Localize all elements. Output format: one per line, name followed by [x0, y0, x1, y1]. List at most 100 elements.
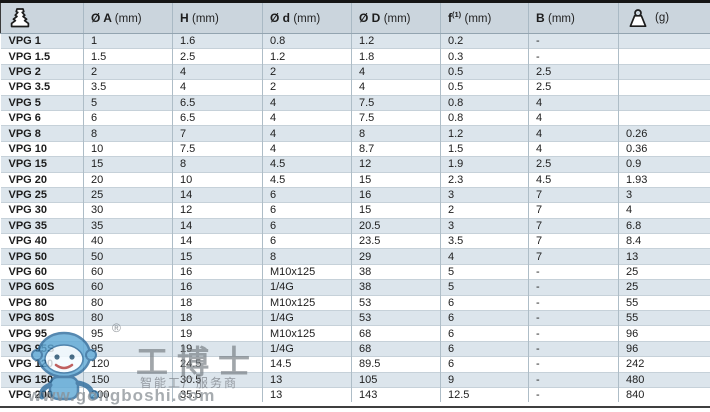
value-cell: - — [529, 34, 619, 49]
value-cell — [619, 95, 710, 110]
value-cell: 68 — [352, 326, 441, 341]
model-cell: VPG 8 — [1, 126, 84, 141]
value-cell: 15 — [352, 203, 441, 218]
value-cell: 6 — [441, 311, 529, 326]
value-cell: 4 — [619, 203, 710, 218]
value-cell: 1.5 — [441, 141, 529, 156]
value-cell: 8.7 — [352, 141, 441, 156]
model-cell: VPG 60S — [1, 280, 84, 295]
value-cell: 6 — [263, 218, 352, 233]
value-cell — [619, 64, 710, 79]
value-cell: 96 — [619, 341, 710, 356]
column-unit: (mm) — [192, 13, 219, 25]
value-cell — [619, 49, 710, 64]
vpg-spec-table: Ø A (mm) H (mm) Ø d (mm) Ø D (mm) f(1) (… — [0, 3, 710, 402]
value-cell: 480 — [619, 372, 710, 387]
column-header-weight: (g) — [619, 3, 710, 34]
value-cell: 80 — [84, 295, 173, 310]
model-cell: VPG 15 — [1, 157, 84, 172]
value-cell: 4 — [352, 64, 441, 79]
value-cell: 15 — [173, 249, 263, 264]
value-cell: 7 — [529, 218, 619, 233]
value-cell: 840 — [619, 387, 710, 402]
value-cell: 3 — [441, 187, 529, 202]
value-cell: 80 — [84, 311, 173, 326]
value-cell: 8 — [263, 249, 352, 264]
column-symbol: Ø A — [91, 11, 111, 25]
column-unit: (mm) — [465, 13, 492, 25]
value-cell: 4 — [173, 64, 263, 79]
model-cell: VPG 50 — [1, 249, 84, 264]
value-cell: 10 — [173, 172, 263, 187]
value-cell: 6 — [84, 110, 173, 125]
value-cell: 0.9 — [619, 157, 710, 172]
value-cell: 143 — [352, 387, 441, 402]
value-cell: 19 — [173, 326, 263, 341]
value-cell: 242 — [619, 357, 710, 372]
value-cell: - — [529, 341, 619, 356]
column-header-diameter-d-small: Ø d (mm) — [263, 3, 352, 34]
value-cell: 8 — [173, 157, 263, 172]
value-cell: 7.5 — [173, 141, 263, 156]
value-cell: - — [529, 311, 619, 326]
value-cell: 14 — [173, 187, 263, 202]
value-cell: 12 — [352, 157, 441, 172]
value-cell: 0.5 — [441, 64, 529, 79]
value-cell: 14 — [173, 234, 263, 249]
weight-icon — [626, 9, 650, 28]
model-cell: VPG 35 — [1, 218, 84, 233]
value-cell: 4 — [441, 249, 529, 264]
model-cell: VPG 200 — [1, 387, 84, 402]
value-cell: 13 — [263, 387, 352, 402]
value-cell: 53 — [352, 311, 441, 326]
model-cell: VPG 120 — [1, 357, 84, 372]
value-cell: 0.8 — [441, 95, 529, 110]
model-cell: VPG 10 — [1, 141, 84, 156]
value-cell: 4.5 — [263, 157, 352, 172]
value-cell: 13 — [619, 249, 710, 264]
value-cell: - — [529, 372, 619, 387]
model-cell: VPG 40 — [1, 234, 84, 249]
value-cell — [619, 110, 710, 125]
value-cell: 20 — [84, 172, 173, 187]
column-symbol: B — [536, 11, 545, 25]
value-cell: 1.6 — [173, 34, 263, 49]
value-cell: M10x125 — [263, 264, 352, 279]
value-cell: 7 — [529, 187, 619, 202]
value-cell: 16 — [173, 280, 263, 295]
value-cell: 7 — [529, 203, 619, 218]
value-cell: 4 — [529, 95, 619, 110]
value-cell: 95 — [84, 326, 173, 341]
value-cell: 30.5 — [173, 372, 263, 387]
column-unit: (mm) — [115, 13, 142, 25]
value-cell: 96 — [619, 326, 710, 341]
model-cell: VPG 80 — [1, 295, 84, 310]
value-cell: 4.5 — [263, 172, 352, 187]
value-cell: 40 — [84, 234, 173, 249]
value-cell: 10 — [84, 141, 173, 156]
value-cell: - — [529, 280, 619, 295]
model-cell: VPG 150 — [1, 372, 84, 387]
value-cell: 6 — [441, 357, 529, 372]
column-symbol: Ø d — [270, 11, 290, 25]
model-cell: VPG 6 — [1, 110, 84, 125]
value-cell: 2 — [84, 64, 173, 79]
value-cell: 15 — [84, 157, 173, 172]
value-cell: 2.3 — [441, 172, 529, 187]
value-cell: 1/4G — [263, 341, 352, 356]
value-cell: - — [529, 357, 619, 372]
value-cell: 1.9 — [441, 157, 529, 172]
